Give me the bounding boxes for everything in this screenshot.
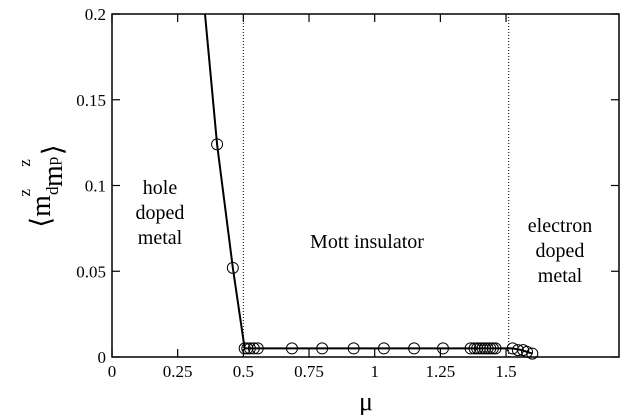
data-point <box>511 344 524 357</box>
data-point <box>486 342 499 355</box>
y-axis-label-part: p <box>43 157 62 166</box>
annotation: doped <box>136 202 185 224</box>
y-tick-label: 0.05 <box>76 262 106 281</box>
data-point <box>464 342 477 355</box>
data-point <box>247 342 260 355</box>
y-axis-label-part: ⟩ <box>38 144 69 155</box>
y-axis-label-part: z <box>15 159 34 167</box>
y-axis-label: ⟨md zmp z ⟩ <box>15 144 69 228</box>
y-tick-label: 0.15 <box>76 91 106 110</box>
data-point <box>481 342 494 355</box>
data-point <box>251 342 264 355</box>
annotation: Mott insulator <box>310 231 424 253</box>
data-point <box>285 342 298 355</box>
y-axis-label-part: z <box>15 189 34 197</box>
y-tick-label: 0 <box>98 348 107 367</box>
plot-frame <box>111 13 620 358</box>
x-tick-label: 0.25 <box>163 362 193 381</box>
data-point <box>226 261 239 274</box>
data-point <box>316 342 329 355</box>
y-axis-label-part: m <box>38 165 69 187</box>
x-tick-label: 1.5 <box>495 362 516 381</box>
y-tick-label: 0.1 <box>85 177 106 196</box>
data-point <box>377 342 390 355</box>
data-point <box>436 342 449 355</box>
y-axis-label-part: d <box>43 186 62 195</box>
annotation: metal <box>138 227 183 249</box>
x-tick-label: 0.5 <box>233 362 254 381</box>
data-point <box>211 138 224 151</box>
data-point <box>526 347 539 360</box>
annotation: metal <box>538 265 583 287</box>
y-axis-label-part: ⟨m <box>26 195 57 228</box>
x-tick-label: 1.25 <box>425 362 455 381</box>
x-tick-label: 1 <box>370 362 379 381</box>
data-point <box>238 342 251 355</box>
data-point <box>243 342 256 355</box>
y-tick-label: 0.2 <box>85 5 106 24</box>
data-point <box>347 342 360 355</box>
x-tick-label: 0.75 <box>294 362 324 381</box>
curve <box>203 13 533 355</box>
data-point <box>489 342 502 355</box>
annotation: doped <box>536 240 585 262</box>
x-tick-label: 0 <box>108 362 117 381</box>
data-point <box>408 342 421 355</box>
x-axis-label: μ <box>359 387 373 415</box>
annotation: hole <box>143 177 178 199</box>
annotation: electron <box>528 215 592 237</box>
data-point <box>521 345 534 358</box>
data-point <box>484 342 497 355</box>
